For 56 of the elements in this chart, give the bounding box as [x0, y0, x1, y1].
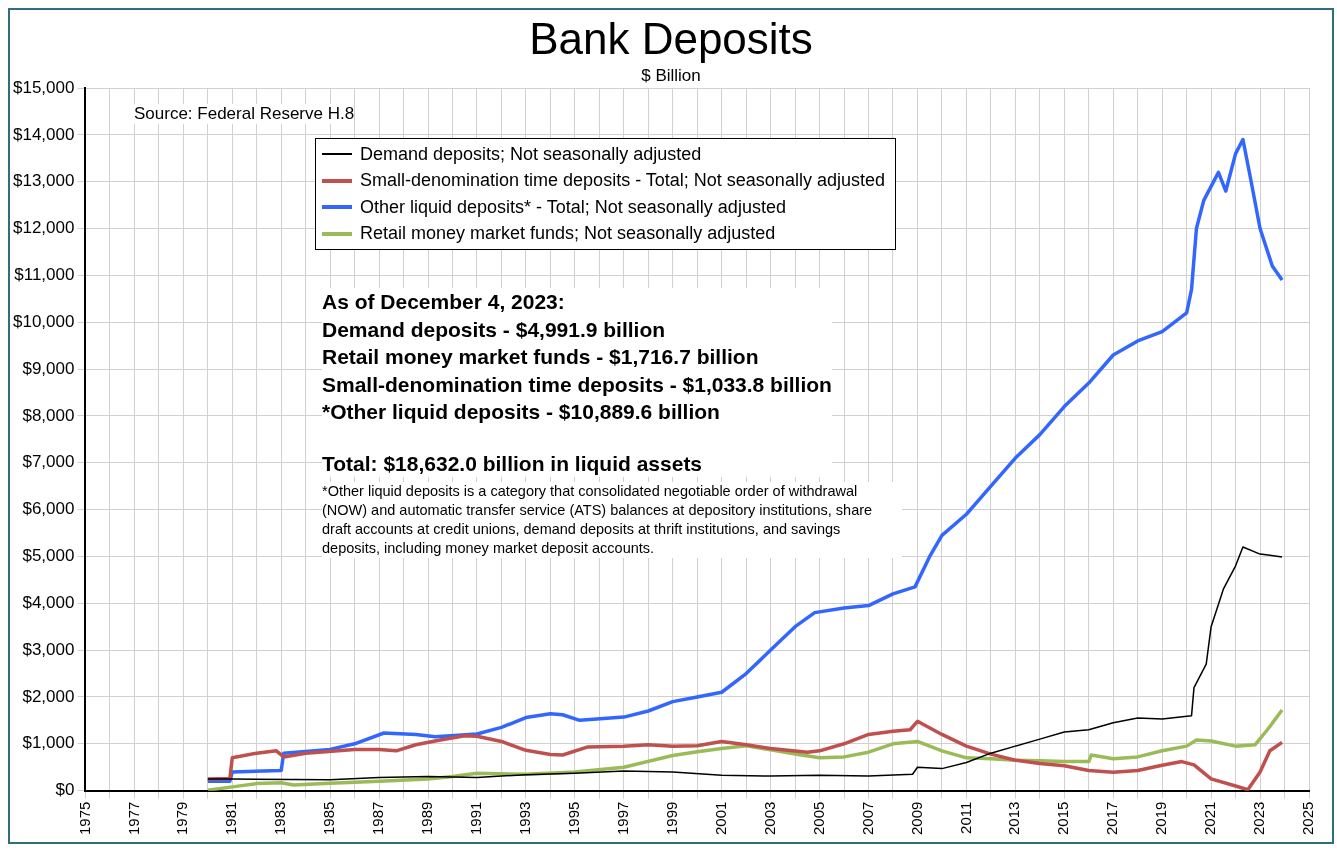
x-tick-label: 1989: [418, 801, 436, 836]
annotation: Demand deposits - $4,991.9 billion: [322, 316, 667, 343]
x-tick-label: 1977: [124, 801, 142, 836]
y-tick-label: $2,000: [22, 686, 75, 706]
x-tick-label: 2021: [1201, 801, 1219, 836]
x-tick-label: 1987: [369, 801, 387, 836]
y-tick-label: $12,000: [13, 218, 75, 238]
y-tick-label: $14,000: [13, 124, 75, 144]
x-tick-label: 2005: [809, 801, 827, 836]
x-tick-label: 2023: [1250, 801, 1268, 836]
x-tick-label: 1981: [222, 801, 240, 836]
annotation: Total: $18,632.0 billion in liquid assets: [322, 450, 704, 477]
chart-title: Bank Deposits: [528, 14, 814, 64]
y-tick-label: $11,000: [14, 265, 75, 285]
y-tick-label: $8,000: [22, 405, 75, 425]
y-tick-label: $4,000: [22, 592, 75, 612]
annotation: Small-denomination time deposits - $1,033.8 billion: [322, 371, 832, 398]
x-tick-label: 2019: [1152, 801, 1170, 836]
x-tick-label: 1983: [271, 801, 289, 836]
legend-label: Small-denomination time deposits - Total; Not seasonally adjusted: [360, 170, 885, 192]
annotation: Source: Federal Reserve H.8: [134, 104, 355, 124]
legend-label: Retail money market funds; Not seasonally adjusted: [360, 223, 776, 245]
y-tick-label: $15,000: [13, 77, 75, 97]
x-tick-label: 2025: [1299, 801, 1317, 836]
legend-label: Demand deposits; Not seasonally adjusted: [360, 143, 702, 165]
y-tick-label: $1,000: [22, 733, 75, 753]
x-tick-label: 2003: [760, 801, 778, 836]
y-tick-label: $13,000: [13, 171, 75, 191]
x-tick-label: 2001: [711, 801, 729, 836]
y-tick-label: $10,000: [13, 311, 75, 331]
y-tick-label: $6,000: [22, 499, 75, 519]
x-tick-label: 1979: [173, 801, 191, 836]
x-tick-label: 1993: [516, 801, 534, 836]
annotation: Retail money market funds - $1,716.7 billion: [322, 344, 760, 370]
y-tick-label: $3,000: [22, 639, 75, 659]
x-tick-label: 2017: [1103, 801, 1121, 836]
annotation: *Other liquid deposits - $10,889.6 billion: [322, 399, 721, 425]
x-tick-label: 2007: [858, 801, 876, 836]
annotation: *Other liquid deposits is a category that consolidated negotiable order of withdrawal (NOW) and automatic transfer service (ATS) balances at depository institutions, share draft accounts at credit unions, demand deposits at thrift institutions, and savings deposits, including money market deposit accounts.: [322, 482, 902, 558]
x-tick-label: 1985: [320, 801, 338, 836]
y-tick-label: $9,000: [22, 358, 75, 378]
y-tick-label: $0: [55, 780, 75, 800]
chart-subtitle: $ Billion: [641, 66, 701, 85]
x-tick-label: 1999: [662, 801, 680, 836]
x-tick-label: 1995: [565, 801, 583, 836]
annotation: As of December 4, 2023:: [322, 289, 566, 315]
x-tick-label: 2011: [956, 801, 974, 834]
x-tick-label: 1991: [467, 801, 485, 836]
x-tick-label: 2009: [907, 801, 925, 836]
x-tick-label: 2015: [1054, 801, 1072, 836]
x-tick-label: 1975: [75, 801, 93, 836]
y-tick-label: $5,000: [22, 546, 75, 566]
y-tick-label: $7,000: [22, 452, 75, 472]
x-tick-label: 1997: [613, 801, 631, 836]
legend-label: Other liquid deposits* - Total; Not seasonally adjusted: [360, 196, 786, 218]
x-tick-label: 2013: [1005, 801, 1023, 836]
